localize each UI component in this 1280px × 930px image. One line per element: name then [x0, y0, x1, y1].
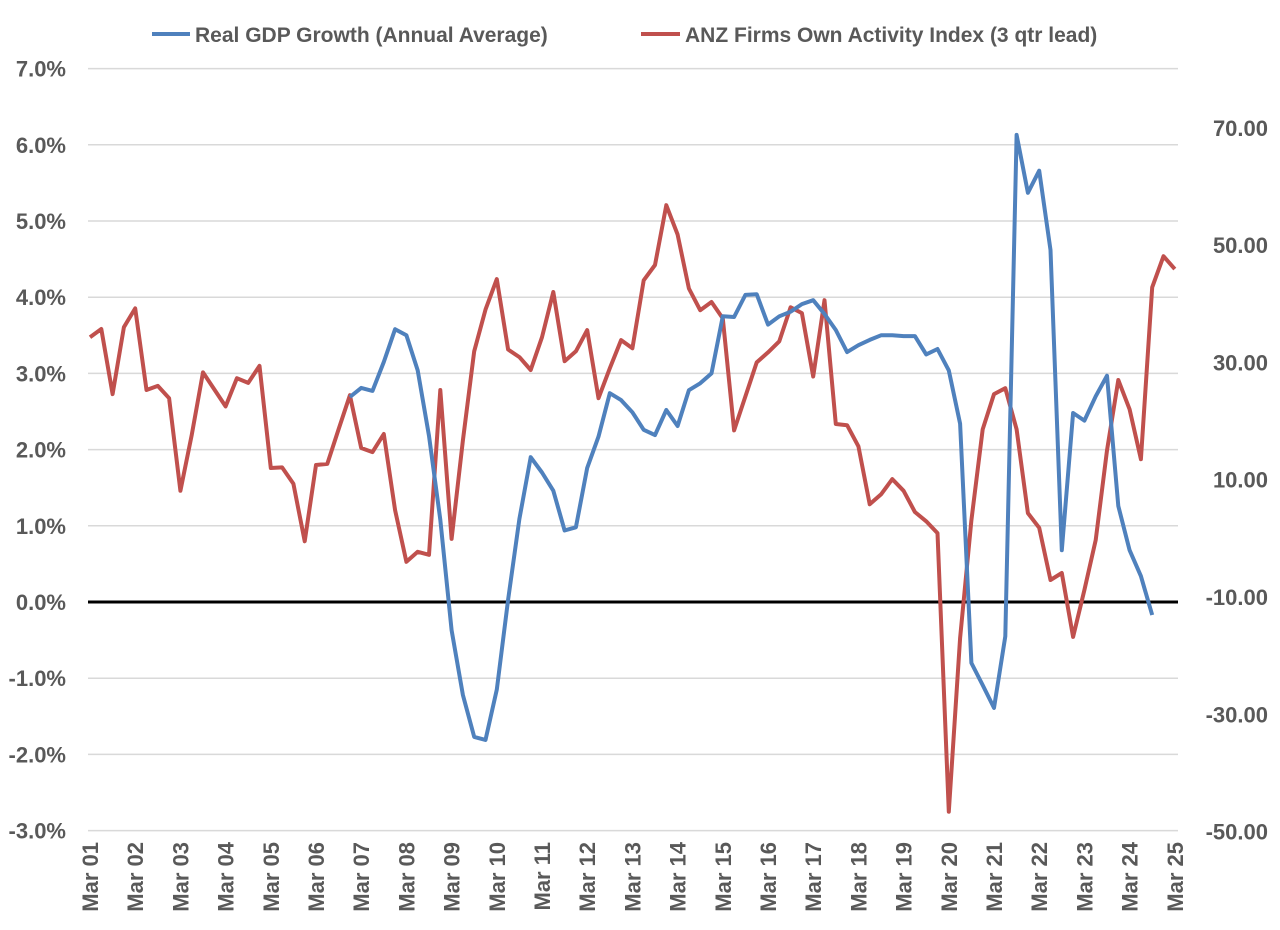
x-tick-label: Mar 01: [78, 842, 103, 912]
right-tick-label: -30.00: [1206, 702, 1268, 727]
x-tick-label: Mar 08: [394, 842, 419, 912]
right-tick-label: 50.00: [1213, 233, 1268, 258]
x-tick-label: Mar 11: [530, 842, 555, 911]
left-tick-label: 0.0%: [16, 590, 66, 615]
x-tick-label: Mar 09: [440, 842, 465, 912]
left-tick-label: 1.0%: [16, 514, 66, 539]
gridlines: [88, 67, 1178, 832]
left-tick-label: 2.0%: [16, 438, 66, 463]
x-tick-label: Mar 22: [1027, 842, 1052, 912]
x-tick-label: Mar 13: [620, 842, 645, 912]
x-tick-label: Mar 25: [1163, 842, 1188, 912]
legend-item-anz[interactable]: ANZ Firms Own Activity Index (3 qtr lead…: [641, 24, 1097, 47]
x-tick-label: Mar 04: [214, 841, 239, 911]
series-lines: [88, 132, 1177, 814]
right-tick-label: 10.00: [1213, 468, 1268, 493]
x-tick-label: Mar 19: [892, 842, 917, 912]
x-tick-label: Mar 21: [982, 842, 1007, 912]
right-axis-ticks: -50.00 -30.00 -10.00 10.00 30.00 50.00 70.00: [1206, 116, 1268, 845]
right-tick-label: 70.00: [1213, 116, 1268, 141]
x-tick-label: Mar 18: [846, 842, 871, 912]
x-tick-label: Mar 07: [349, 842, 374, 912]
x-tick-label: Mar 12: [575, 842, 600, 912]
right-tick-label: -50.00: [1206, 820, 1268, 845]
x-tick-label: Mar 06: [304, 842, 329, 912]
left-axis-ticks: -3.0% -2.0% -1.0% 0.0% 1.0% 2.0% 3.0% 4.0% 5.0% 6…: [9, 57, 66, 844]
x-tick-label: Mar 10: [485, 842, 510, 912]
left-tick-label: 4.0%: [16, 285, 66, 310]
series-line-anz: [88, 203, 1177, 814]
left-tick-label: 7.0%: [16, 57, 66, 82]
x-tick-label: Mar 14: [666, 841, 691, 911]
right-tick-label: 30.00: [1213, 350, 1268, 375]
left-tick-label: 6.0%: [16, 133, 66, 158]
x-tick-label: Mar 15: [711, 842, 736, 912]
left-tick-label: -1.0%: [9, 666, 66, 691]
left-tick-label: -2.0%: [9, 742, 66, 767]
legend-label-anz: ANZ Firms Own Activity Index (3 qtr lead…: [685, 24, 1097, 47]
left-tick-label: 3.0%: [16, 361, 66, 386]
legend-item-gdp[interactable]: Real GDP Growth (Annual Average): [152, 24, 548, 47]
x-tick-label: Mar 05: [259, 842, 284, 912]
x-tick-label: Mar 03: [168, 842, 193, 912]
x-tick-label: Mar 23: [1072, 842, 1097, 912]
left-tick-label: -3.0%: [9, 819, 66, 844]
x-axis-ticks: Mar 01 Mar 02 Mar 03 Mar 04 Mar 05 Mar 06 Mar …: [78, 841, 1188, 911]
right-tick-label: -10.00: [1206, 585, 1268, 610]
x-tick-label: Mar 17: [801, 842, 826, 912]
legend: Real GDP Growth (Annual Average) ANZ Fir…: [152, 24, 1097, 47]
x-tick-label: Mar 02: [123, 842, 148, 912]
left-tick-label: 5.0%: [16, 209, 66, 234]
series-line-gdp: [348, 132, 1155, 742]
legend-label-gdp: Real GDP Growth (Annual Average): [195, 24, 548, 47]
x-tick-label: Mar 24: [1118, 841, 1143, 911]
x-tick-label: Mar 16: [756, 842, 781, 912]
x-tick-label: Mar 20: [937, 842, 962, 912]
